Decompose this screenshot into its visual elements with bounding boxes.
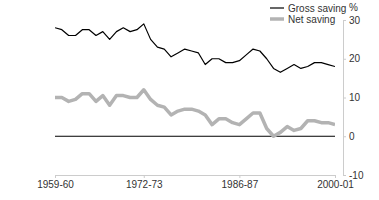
series-line (55, 24, 335, 72)
y-axis-line (344, 21, 347, 176)
chart: -100102030%1959-601972-731986-872000-01G… (0, 0, 379, 200)
y-tick: 10 (343, 92, 361, 103)
zero-line (55, 136, 335, 137)
legend-swatch (270, 7, 284, 8)
legend-label: Net saving (288, 14, 335, 25)
y-label: % (349, 2, 358, 13)
y-tick-mark (343, 59, 346, 60)
y-tick-mark (343, 136, 346, 137)
x-tick-mark (144, 175, 145, 178)
y-tick: 30 (343, 15, 361, 26)
x-tick: 1986-87 (222, 175, 259, 190)
x-tick: 1972-73 (126, 175, 163, 190)
x-tick-label: 1972-73 (126, 179, 163, 190)
x-tick: 1959-60 (37, 175, 74, 190)
y-tick-label: 20 (349, 53, 361, 64)
y-tick-label: 0 (349, 131, 355, 142)
y-tick: 0 (343, 131, 355, 142)
x-axis-line (56, 176, 336, 179)
series-line (55, 90, 335, 137)
x-tick-mark (55, 175, 56, 178)
legend: Gross savingNet saving (270, 3, 346, 25)
x-tick-label: 1959-60 (37, 179, 74, 190)
x-tick: 2000-01 (317, 175, 354, 190)
y-tick-mark (343, 98, 346, 99)
y-tick-mark (343, 20, 346, 21)
y-tick-label: 30 (349, 15, 361, 26)
x-tick-label: 1986-87 (222, 179, 259, 190)
y-tick: 20 (343, 53, 361, 64)
y-axis: -100102030 (343, 15, 364, 181)
y-tick-label: 10 (349, 92, 361, 103)
x-tick-mark (335, 175, 336, 178)
legend-swatch (270, 17, 284, 21)
x-tick-mark (239, 175, 240, 178)
x-axis: 1959-60 1972-73 1986-87 2000-01 (37, 175, 354, 190)
x-tick-label: 2000-01 (317, 179, 354, 190)
plot-area (55, 24, 335, 136)
y-tick-mark (343, 175, 346, 176)
legend-label: Gross saving (288, 3, 346, 14)
